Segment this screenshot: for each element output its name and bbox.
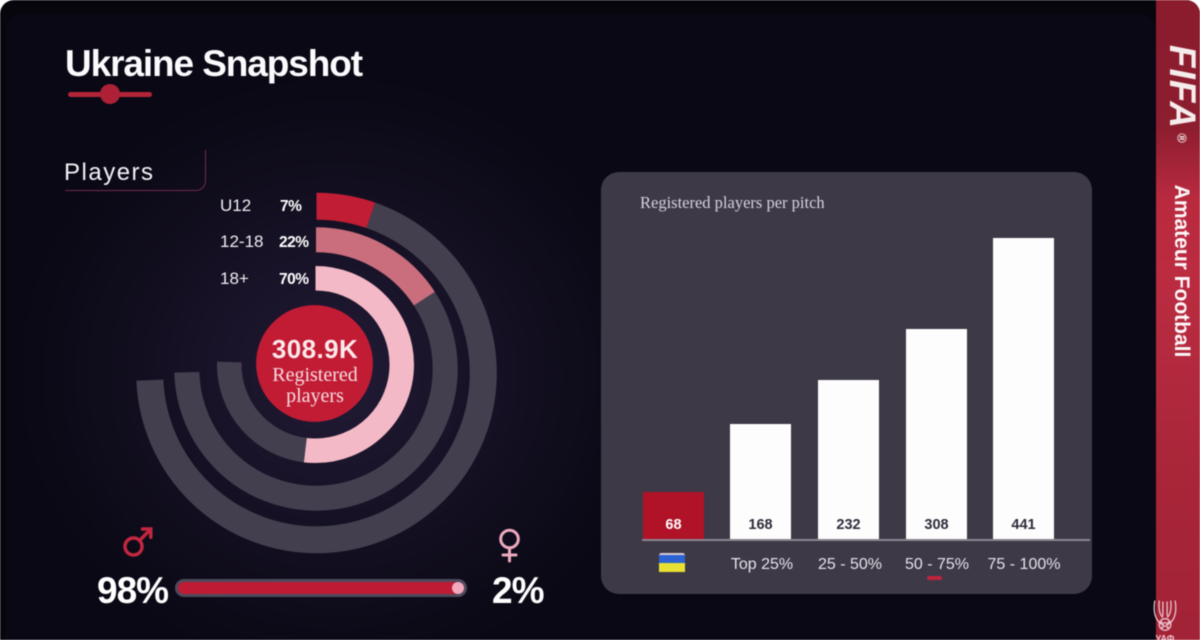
svg-text:УАФ: УАФ bbox=[1156, 634, 1175, 640]
